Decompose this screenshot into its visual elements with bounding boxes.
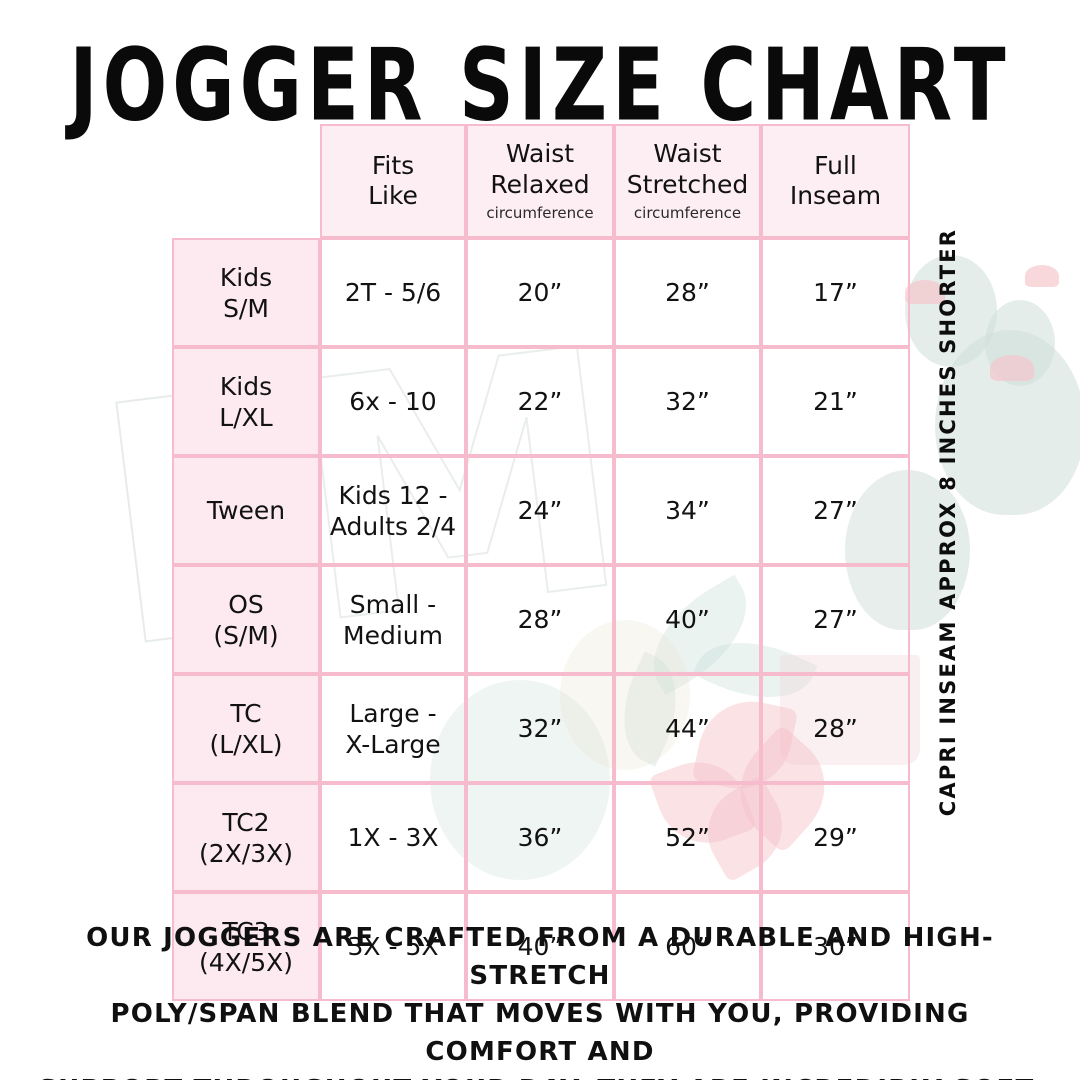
waist-stretched-cell: 28” xyxy=(614,238,761,347)
waist-stretched-cell: 34” xyxy=(614,456,761,565)
header-fits-like-line1: Fits xyxy=(371,150,415,180)
table-row: Tween Kids 12 - Adults 2/4 24” 34” 27” xyxy=(172,456,910,565)
fits-like-line1: 6x - 10 xyxy=(349,387,437,416)
capri-inseam-note: CAPRI INSEAM APPROX 8 INCHES SHORTER xyxy=(926,228,970,816)
fits-like-cell: Kids 12 - Adults 2/4 xyxy=(320,456,466,565)
waist-relaxed-cell: 22” xyxy=(466,347,614,456)
fits-like-line1: 3X - 5X xyxy=(347,932,439,961)
full-inseam-cell: 28” xyxy=(761,674,910,783)
table-row: TC2 (2X/3X) 1X - 3X 36” 52” 29” xyxy=(172,783,910,892)
fits-like-line1: 2T - 5/6 xyxy=(344,278,442,307)
table-row: OS (S/M) Small - Medium 28” 40” 27” xyxy=(172,565,910,674)
waist-relaxed-cell: 24” xyxy=(466,456,614,565)
size-label-cell: Kids L/XL xyxy=(172,347,320,456)
fits-like-line1: Small - xyxy=(349,589,437,619)
header-fits-like-line2: Like xyxy=(368,181,418,210)
header-waist-stretched: Waist Stretched circumference xyxy=(614,124,761,238)
fits-like-line1: Large - xyxy=(349,698,437,728)
size-label-line1: TC xyxy=(230,698,262,728)
header-full-inseam: Full Inseam xyxy=(761,124,910,238)
table-row: Kids S/M 2T - 5/6 20” 28” 17” xyxy=(172,238,910,347)
size-label-cell: OS (S/M) xyxy=(172,565,320,674)
size-label-line1: OS xyxy=(228,589,264,619)
size-label-line1: Kids xyxy=(219,262,273,292)
waist-relaxed-cell: 32” xyxy=(466,674,614,783)
full-inseam-cell: 17” xyxy=(761,238,910,347)
full-inseam-cell: 29” xyxy=(761,783,910,892)
page-title: JOGGER SIZE CHART xyxy=(69,26,1011,144)
fits-like-line2: Adults 2/4 xyxy=(329,511,457,541)
cactus-flower-icon xyxy=(990,355,1034,381)
waist-stretched-cell: 60” xyxy=(614,892,761,1001)
size-label-cell: TC3 (4X/5X) xyxy=(172,892,320,1001)
waist-relaxed-cell: 36” xyxy=(466,783,614,892)
size-label-line2: (L/XL) xyxy=(209,729,283,759)
full-inseam-cell: 30” xyxy=(761,892,910,1001)
size-label-line2: (S/M) xyxy=(213,620,279,650)
size-label-line2: (4X/5X) xyxy=(199,947,293,977)
size-label-line2: (2X/3X) xyxy=(199,838,293,868)
header-waist-relaxed-sub: circumference xyxy=(486,204,594,223)
cactus-decor-icon xyxy=(985,300,1055,386)
size-chart-table-wrapper: Fits Like Waist Relaxed circumference Wa… xyxy=(172,124,910,1001)
header-waist-relaxed-line1: Waist xyxy=(505,139,575,169)
table-header: Fits Like Waist Relaxed circumference Wa… xyxy=(172,124,910,238)
header-fits-like: Fits Like xyxy=(320,124,466,238)
size-label-line1: Tween xyxy=(206,496,286,525)
header-full-inseam-line1: Full xyxy=(814,150,857,180)
table-row: TC3 (4X/5X) 3X - 5X 40” 60” 30” xyxy=(172,892,910,1001)
waist-stretched-cell: 44” xyxy=(614,674,761,783)
size-label-cell: Kids S/M xyxy=(172,238,320,347)
size-label-cell: TC2 (2X/3X) xyxy=(172,783,320,892)
header-row: Fits Like Waist Relaxed circumference Wa… xyxy=(172,124,910,238)
waist-stretched-cell: 32” xyxy=(614,347,761,456)
waist-relaxed-cell: 40” xyxy=(466,892,614,1001)
header-waist-stretched-line1: Waist xyxy=(653,139,722,169)
size-chart-table: Fits Like Waist Relaxed circumference Wa… xyxy=(172,124,910,1001)
fits-like-cell: 1X - 3X xyxy=(320,783,466,892)
fits-like-line2: X-Large xyxy=(345,729,441,759)
fits-like-line2: Medium xyxy=(343,620,443,650)
size-label-line1: Kids xyxy=(219,371,273,401)
fits-like-cell: 6x - 10 xyxy=(320,347,466,456)
header-full-inseam-line2: Inseam xyxy=(789,181,882,210)
size-label-cell: Tween xyxy=(172,456,320,565)
fits-like-cell: Small - Medium xyxy=(320,565,466,674)
size-label-line1: TC3 xyxy=(222,916,270,946)
header-waist-stretched-sub: circumference xyxy=(633,204,742,223)
header-waist-relaxed-line2: Relaxed xyxy=(490,169,590,199)
description-line-3: SUPPORT THROUGHOUT YOUR DAY. THEY ARE IN… xyxy=(30,1072,1050,1080)
waist-relaxed-cell: 20” xyxy=(466,238,614,347)
size-label-line1: TC2 xyxy=(222,807,270,837)
size-label-line2: L/XL xyxy=(219,402,273,432)
size-label-line2: S/M xyxy=(223,293,269,323)
fits-like-cell: 2T - 5/6 xyxy=(320,238,466,347)
header-waist-relaxed: Waist Relaxed circumference xyxy=(466,124,614,238)
fits-like-cell: 3X - 5X xyxy=(320,892,466,1001)
fits-like-line1: Kids 12 - xyxy=(338,480,448,510)
waist-stretched-cell: 40” xyxy=(614,565,761,674)
table-body: Kids S/M 2T - 5/6 20” 28” 17” Kids L/XL xyxy=(172,238,910,1001)
product-description: OUR JOGGERS ARE CRAFTED FROM A DURABLE A… xyxy=(30,920,1050,1080)
size-label-cell: TC (L/XL) xyxy=(172,674,320,783)
header-waist-stretched-line2: Stretched xyxy=(626,169,749,199)
table-row: TC (L/XL) Large - X-Large 32” 44” 28” xyxy=(172,674,910,783)
waist-relaxed-cell: 28” xyxy=(466,565,614,674)
description-line-1: OUR JOGGERS ARE CRAFTED FROM A DURABLE A… xyxy=(86,923,994,991)
capri-inseam-note-text: CAPRI INSEAM APPROX 8 INCHES SHORTER xyxy=(936,227,961,817)
full-inseam-cell: 27” xyxy=(761,456,910,565)
cactus-flower-icon xyxy=(1025,265,1059,287)
fits-like-cell: Large - X-Large xyxy=(320,674,466,783)
fits-like-line1: 1X - 3X xyxy=(347,823,439,852)
full-inseam-cell: 27” xyxy=(761,565,910,674)
waist-stretched-cell: 52” xyxy=(614,783,761,892)
full-inseam-cell: 21” xyxy=(761,347,910,456)
description-line-2: POLY/SPAN BLEND THAT MOVES WITH YOU, PRO… xyxy=(110,998,970,1067)
table-row: Kids L/XL 6x - 10 22” 32” 21” xyxy=(172,347,910,456)
